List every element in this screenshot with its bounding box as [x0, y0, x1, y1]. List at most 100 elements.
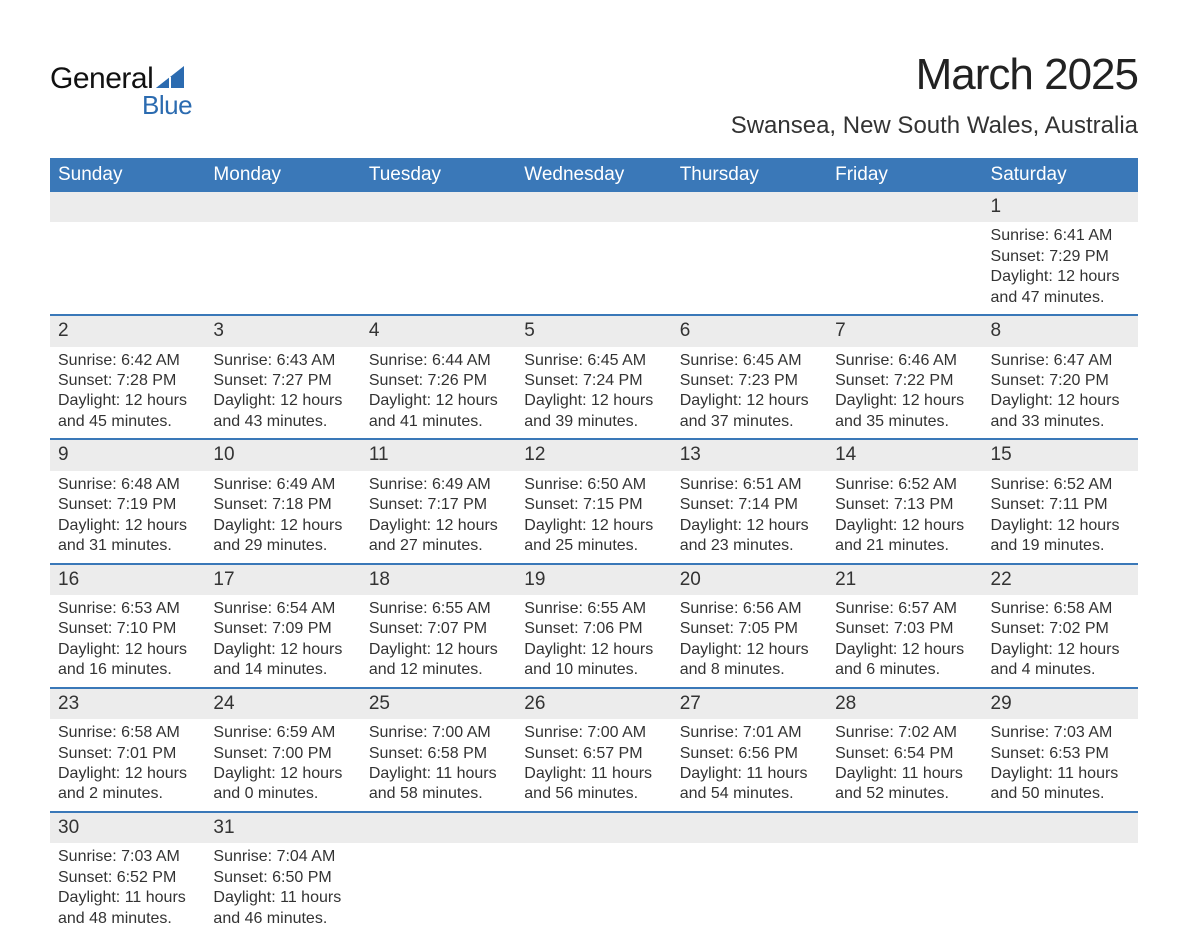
daylight-text-2: and 19 minutes. — [991, 536, 1130, 556]
sunrise-text: Sunrise: 6:59 AM — [213, 723, 352, 743]
day-number-cell: 4 — [361, 315, 516, 346]
daynum-row: 2345678 — [50, 315, 1138, 346]
brand-text-general: General — [50, 62, 153, 96]
day-details-cell: Sunrise: 6:51 AMSunset: 7:14 PMDaylight:… — [672, 471, 827, 564]
daylight-text-2: and 37 minutes. — [680, 412, 819, 432]
day-details-cell: Sunrise: 6:48 AMSunset: 7:19 PMDaylight:… — [50, 471, 205, 564]
day-details-cell — [672, 222, 827, 315]
daylight-text-2: and 23 minutes. — [680, 536, 819, 556]
daylight-text-2: and 58 minutes. — [369, 784, 508, 804]
day-number-cell: 6 — [672, 315, 827, 346]
day-details-cell: Sunrise: 6:52 AMSunset: 7:13 PMDaylight:… — [827, 471, 982, 564]
day-details-cell — [50, 222, 205, 315]
day-details-cell: Sunrise: 6:56 AMSunset: 7:05 PMDaylight:… — [672, 595, 827, 688]
sunset-text: Sunset: 7:24 PM — [524, 371, 663, 391]
daylight-text-1: Daylight: 12 hours — [991, 640, 1130, 660]
daynum-row: 16171819202122 — [50, 564, 1138, 595]
daylight-text-1: Daylight: 12 hours — [524, 516, 663, 536]
sunset-text: Sunset: 7:19 PM — [58, 495, 197, 515]
daylight-text-2: and 25 minutes. — [524, 536, 663, 556]
sunrise-text: Sunrise: 6:52 AM — [991, 475, 1130, 495]
details-row: Sunrise: 6:58 AMSunset: 7:01 PMDaylight:… — [50, 719, 1138, 812]
day-number-cell: 22 — [983, 564, 1138, 595]
day-number-cell — [516, 192, 671, 222]
day-number-cell: 21 — [827, 564, 982, 595]
day-number-cell: 30 — [50, 812, 205, 843]
sunset-text: Sunset: 7:05 PM — [680, 619, 819, 639]
day-number-cell: 14 — [827, 439, 982, 470]
daylight-text-2: and 29 minutes. — [213, 536, 352, 556]
daylight-text-1: Daylight: 11 hours — [524, 764, 663, 784]
sunrise-text: Sunrise: 7:03 AM — [991, 723, 1130, 743]
sunset-text: Sunset: 7:27 PM — [213, 371, 352, 391]
day-details-cell: Sunrise: 7:01 AMSunset: 6:56 PMDaylight:… — [672, 719, 827, 812]
day-number-cell — [983, 812, 1138, 843]
daylight-text-1: Daylight: 12 hours — [680, 640, 819, 660]
daylight-text-2: and 2 minutes. — [58, 784, 197, 804]
sunrise-text: Sunrise: 7:01 AM — [680, 723, 819, 743]
daylight-text-2: and 56 minutes. — [524, 784, 663, 804]
title-block: March 2025 Swansea, New South Wales, Aus… — [731, 50, 1138, 140]
day-number-cell: 18 — [361, 564, 516, 595]
day-number-cell — [50, 192, 205, 222]
day-details-cell: Sunrise: 6:41 AMSunset: 7:29 PMDaylight:… — [983, 222, 1138, 315]
sunrise-text: Sunrise: 6:58 AM — [991, 599, 1130, 619]
brand-logo: General Blue — [50, 62, 192, 121]
daylight-text-1: Daylight: 12 hours — [213, 391, 352, 411]
daylight-text-2: and 4 minutes. — [991, 660, 1130, 680]
day-details-cell: Sunrise: 6:46 AMSunset: 7:22 PMDaylight:… — [827, 347, 982, 440]
day-number-cell: 24 — [205, 688, 360, 719]
day-number-cell: 31 — [205, 812, 360, 843]
sunrise-text: Sunrise: 6:55 AM — [524, 599, 663, 619]
daylight-text-1: Daylight: 12 hours — [369, 516, 508, 536]
day-details-cell: Sunrise: 7:03 AMSunset: 6:53 PMDaylight:… — [983, 719, 1138, 812]
daynum-row: 23242526272829 — [50, 688, 1138, 719]
daylight-text-2: and 14 minutes. — [213, 660, 352, 680]
sunset-text: Sunset: 7:20 PM — [991, 371, 1130, 391]
daylight-text-2: and 43 minutes. — [213, 412, 352, 432]
day-number-cell: 26 — [516, 688, 671, 719]
day-number-cell: 2 — [50, 315, 205, 346]
sunrise-text: Sunrise: 7:03 AM — [58, 847, 197, 867]
day-number-cell: 13 — [672, 439, 827, 470]
daylight-text-1: Daylight: 12 hours — [213, 640, 352, 660]
daylight-text-1: Daylight: 11 hours — [991, 764, 1130, 784]
day-details-cell — [361, 222, 516, 315]
day-details-cell: Sunrise: 6:57 AMSunset: 7:03 PMDaylight:… — [827, 595, 982, 688]
sunrise-text: Sunrise: 6:54 AM — [213, 599, 352, 619]
sunrise-text: Sunrise: 6:57 AM — [835, 599, 974, 619]
daylight-text-2: and 50 minutes. — [991, 784, 1130, 804]
daylight-text-2: and 52 minutes. — [835, 784, 974, 804]
sunrise-text: Sunrise: 6:41 AM — [991, 226, 1130, 246]
daynum-row: 1 — [50, 192, 1138, 222]
location-title: Swansea, New South Wales, Australia — [731, 112, 1138, 140]
sunset-text: Sunset: 6:58 PM — [369, 744, 508, 764]
daylight-text-2: and 21 minutes. — [835, 536, 974, 556]
daylight-text-2: and 39 minutes. — [524, 412, 663, 432]
daylight-text-1: Daylight: 12 hours — [991, 267, 1130, 287]
daylight-text-2: and 12 minutes. — [369, 660, 508, 680]
brand-text-blue: Blue — [142, 90, 192, 121]
daylight-text-2: and 16 minutes. — [58, 660, 197, 680]
sunset-text: Sunset: 7:28 PM — [58, 371, 197, 391]
day-number-cell: 3 — [205, 315, 360, 346]
daylight-text-1: Daylight: 12 hours — [680, 391, 819, 411]
day-number-cell: 20 — [672, 564, 827, 595]
day-details-cell: Sunrise: 6:45 AMSunset: 7:23 PMDaylight:… — [672, 347, 827, 440]
day-details-cell: Sunrise: 7:02 AMSunset: 6:54 PMDaylight:… — [827, 719, 982, 812]
sunset-text: Sunset: 6:50 PM — [213, 868, 352, 888]
day-number-cell — [361, 812, 516, 843]
daylight-text-2: and 45 minutes. — [58, 412, 197, 432]
daynum-row: 3031 — [50, 812, 1138, 843]
day-details-cell: Sunrise: 6:49 AMSunset: 7:18 PMDaylight:… — [205, 471, 360, 564]
sunset-text: Sunset: 7:17 PM — [369, 495, 508, 515]
sunrise-text: Sunrise: 6:58 AM — [58, 723, 197, 743]
day-details-cell: Sunrise: 6:49 AMSunset: 7:17 PMDaylight:… — [361, 471, 516, 564]
daylight-text-2: and 10 minutes. — [524, 660, 663, 680]
sunrise-text: Sunrise: 6:53 AM — [58, 599, 197, 619]
sunrise-text: Sunrise: 7:04 AM — [213, 847, 352, 867]
day-details-cell — [205, 222, 360, 315]
sunset-text: Sunset: 7:11 PM — [991, 495, 1130, 515]
day-number-cell: 23 — [50, 688, 205, 719]
sunrise-text: Sunrise: 6:42 AM — [58, 351, 197, 371]
